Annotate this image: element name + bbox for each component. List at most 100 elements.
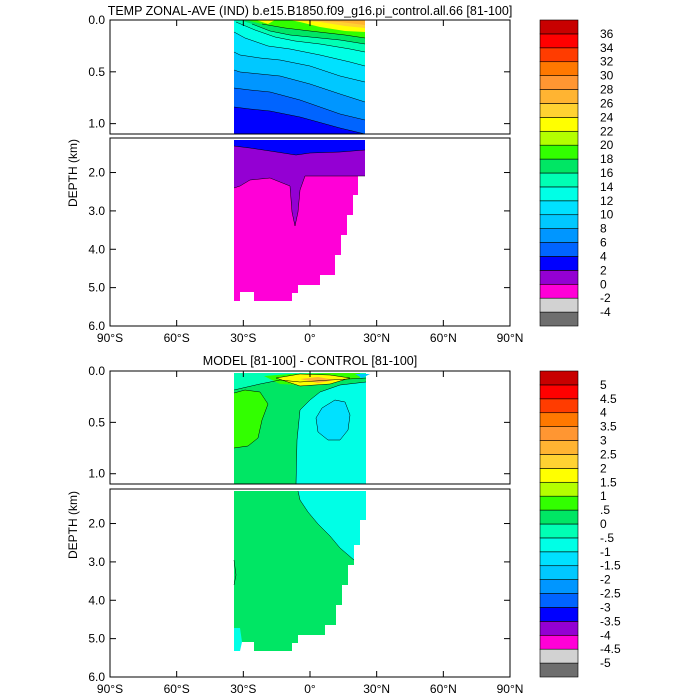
y-tick-label: 4.0 xyxy=(88,593,105,607)
colorbar-label: -4.5 xyxy=(600,642,621,656)
colorbar-swatch xyxy=(539,103,579,118)
y-tick-label: 0.5 xyxy=(88,415,105,429)
colorbar-swatch xyxy=(539,33,579,49)
x-tick-label: 90°S xyxy=(97,682,123,696)
colorbar-label: 3 xyxy=(600,434,607,448)
plot1-title: TEMP ZONAL-AVE (IND) b.e15.B1850.f09_g16… xyxy=(108,4,513,18)
x-tick-label: 60°S xyxy=(164,331,190,345)
colorbar-swatch xyxy=(539,117,579,132)
colorbar-label: -1.5 xyxy=(600,559,621,573)
colorbar-swatch xyxy=(539,158,579,174)
colorbar-swatch xyxy=(539,662,579,678)
colorbar-swatch xyxy=(539,579,579,594)
colorbar-label: -1 xyxy=(600,545,611,559)
colorbar-swatch xyxy=(539,398,579,414)
colorbar-label: 3.5 xyxy=(600,420,617,434)
colorbar-swatch xyxy=(539,509,579,525)
colorbar-swatch xyxy=(539,186,579,202)
colorbar-label: 4 xyxy=(600,406,607,420)
plot1-y-axis-label: DEPTH (km) xyxy=(66,139,80,207)
colorbar-swatch xyxy=(539,370,579,386)
colorbar-label: 22 xyxy=(600,124,614,138)
y-tick-label: 3.0 xyxy=(88,204,105,218)
colorbar-swatch xyxy=(539,200,579,216)
band-surface-e xyxy=(355,374,370,378)
colorbar-swatch xyxy=(539,454,579,469)
colorbar-swatch xyxy=(539,297,579,313)
band-0 xyxy=(234,140,365,301)
colorbar-label: -3.5 xyxy=(600,614,621,628)
y-tick-label: 2.0 xyxy=(88,517,105,531)
colorbar-swatch xyxy=(539,256,579,271)
plot1-ticks: 90°S 60°S 30°S 0° 30°N 60°N 90°N 0.0 0.5 1.0 2.0 3.… xyxy=(88,13,523,345)
colorbar-label: 2.5 xyxy=(600,447,617,461)
colorbar-label: 26 xyxy=(600,96,614,110)
band-neg-core xyxy=(316,400,350,440)
plot1-upper-field xyxy=(233,20,366,135)
colorbar-swatch xyxy=(539,89,579,104)
x-tick-label: 30°N xyxy=(363,682,390,696)
y-tick-label: 6.0 xyxy=(88,670,105,684)
plot2-upper-contours xyxy=(233,373,367,485)
colorbar-swatch xyxy=(539,311,579,327)
colorbar-label: 10 xyxy=(600,208,614,222)
colorbar-swatch xyxy=(539,19,579,35)
colorbar-label: 0 xyxy=(600,517,607,531)
colorbar-swatch xyxy=(539,75,579,90)
colorbar-swatch xyxy=(539,523,579,539)
colorbar-label: 12 xyxy=(600,194,614,208)
temperature-plot: TEMP ZONAL-AVE (IND) b.e15.B1850.f09_g16… xyxy=(66,4,614,345)
band-26 xyxy=(300,20,365,25)
colorbar-swatch xyxy=(539,537,579,553)
band-neg-lower xyxy=(298,491,366,560)
colorbar-label: 18 xyxy=(600,152,614,166)
x-tick-label: 0° xyxy=(304,331,316,345)
colorbar-swatch xyxy=(539,384,579,400)
colorbar-swatch xyxy=(539,468,579,483)
colorbar-label: 0 xyxy=(600,277,607,291)
x-tick-label: 30°S xyxy=(230,331,256,345)
y-tick-label: 5.0 xyxy=(88,632,105,646)
colorbar-swatch xyxy=(539,648,579,664)
y-tick-label: 0.0 xyxy=(88,13,105,27)
colorbar-label: 5 xyxy=(600,378,607,392)
x-tick-label: 30°N xyxy=(363,331,390,345)
colorbar-label: 14 xyxy=(600,180,614,194)
colorbar-swatch xyxy=(539,130,579,146)
y-tick-label: 0.0 xyxy=(88,364,105,378)
colorbar-swatch xyxy=(539,565,579,580)
colorbar-label: 28 xyxy=(600,83,614,97)
colorbar-swatch xyxy=(539,61,579,76)
colorbar-label: 4.5 xyxy=(600,392,617,406)
x-tick-label: 30°S xyxy=(230,682,256,696)
x-tick-label: 60°N xyxy=(430,682,457,696)
colorbar-label: 16 xyxy=(600,166,614,180)
colorbar-swatch xyxy=(539,270,579,285)
difference-plot: MODEL [81-100] - CONTROL [81-100] xyxy=(66,354,621,696)
band-surface-d xyxy=(300,377,335,383)
y-tick-label: 3.0 xyxy=(88,555,105,569)
colorbar-label: -4 xyxy=(600,628,611,642)
colorbar-swatch xyxy=(539,593,579,608)
colorbar-swatch xyxy=(539,214,579,229)
plot2-ticks: 90°S 60°S 30°S 0° 30°N 60°N 90°N 0.0 0.5 1.0 2.0 3.… xyxy=(88,364,523,696)
colorbar-swatch xyxy=(539,481,579,497)
y-tick-label: 1.0 xyxy=(88,117,105,131)
colorbar-swatch xyxy=(539,242,579,257)
y-tick-label: 2.0 xyxy=(88,166,105,180)
y-tick-label: 1.0 xyxy=(88,467,105,481)
colorbar-label: -.5 xyxy=(600,531,614,545)
colorbar-swatch xyxy=(539,144,579,160)
colorbar-label: 2 xyxy=(600,263,607,277)
colorbar-label: 2 xyxy=(600,461,607,475)
colorbar-swatch xyxy=(539,621,579,636)
plot2-colorbar: -5-4.5-4-3.5-3-2.5-2-1.5-1-.50.511.522.5… xyxy=(539,370,621,678)
plot1-upper-contours xyxy=(233,21,366,135)
colorbar-swatch xyxy=(539,495,579,511)
plot1-lower-contours xyxy=(233,145,366,227)
colorbar-label: -2 xyxy=(600,573,611,587)
x-tick-label: 0° xyxy=(304,682,316,696)
colorbar-label: -3 xyxy=(600,600,611,614)
